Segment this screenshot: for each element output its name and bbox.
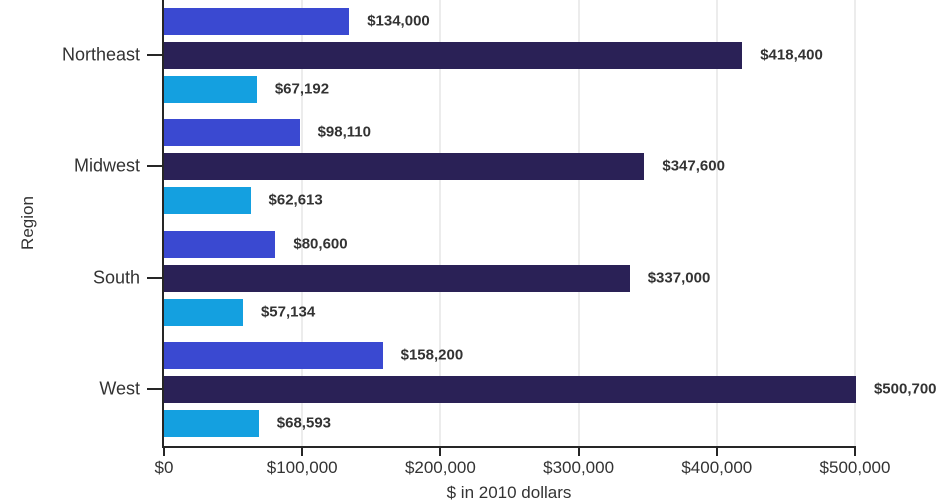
- y-tick-label-region: West: [99, 378, 140, 399]
- x-axis-line: [162, 446, 856, 448]
- x-axis-tick: [439, 448, 442, 456]
- bar-value-label: $67,192: [274, 80, 330, 98]
- bar-navy-series-south: [164, 264, 630, 292]
- bar-cyan-series-midwest: [164, 186, 251, 214]
- bar-value-label: $57,134: [260, 303, 316, 321]
- x-tick-label: $100,000: [266, 458, 338, 477]
- x-tick-label: $200,000: [404, 458, 476, 477]
- gridline: [439, 0, 442, 446]
- y-axis-tick: [147, 388, 162, 390]
- x-tick-label: $500,000: [819, 458, 891, 477]
- y-axis-line: [162, 0, 164, 448]
- y-axis-tick: [147, 165, 162, 167]
- y-axis-tick: [147, 277, 162, 279]
- bar-cyan-series-south: [164, 298, 243, 326]
- bar-blue-series-west: [164, 341, 383, 369]
- bar-value-label: $500,700: [873, 380, 937, 398]
- bar-value-label: $98,110: [317, 123, 371, 141]
- bar-value-label: $68,593: [276, 414, 332, 432]
- x-tick-label: $300,000: [543, 458, 615, 477]
- gridline: [301, 0, 304, 446]
- y-tick-label-region: Midwest: [73, 155, 140, 176]
- bar-navy-series-northeast: [164, 41, 743, 69]
- x-axis-tick: [715, 448, 718, 456]
- gridline: [577, 0, 580, 446]
- bar-cyan-series-west: [164, 409, 259, 437]
- bar-cyan-series-northeast: [164, 75, 257, 103]
- x-tick-label: $0: [154, 458, 174, 477]
- y-tick-label-region: Northeast: [61, 44, 140, 65]
- y-tick-label-region: South: [92, 267, 140, 288]
- bar-value-label: $80,600: [293, 235, 348, 253]
- x-axis-tick: [854, 448, 856, 456]
- y-axis-title: Region: [18, 196, 37, 250]
- x-axis-title: $ in 2010 dollars: [446, 483, 572, 502]
- y-axis-tick: [147, 54, 162, 56]
- bar-value-label: $158,200: [400, 346, 464, 364]
- gridline: [715, 0, 718, 446]
- bar-blue-series-northeast: [164, 7, 350, 35]
- bar-value-label: $418,400: [760, 46, 823, 64]
- bar-value-label: $62,613: [268, 191, 323, 209]
- x-tick-label: $400,000: [681, 458, 753, 477]
- bar-value-label: $347,600: [662, 157, 725, 175]
- x-axis-tick: [301, 448, 304, 456]
- bar-blue-series-midwest: [164, 118, 300, 146]
- x-axis-tick: [577, 448, 580, 456]
- bar-navy-series-west: [164, 375, 856, 403]
- gridline: [854, 0, 856, 446]
- bar-blue-series-south: [164, 230, 276, 258]
- bar-value-label: $134,000: [367, 12, 430, 30]
- x-axis-tick: [163, 448, 165, 456]
- bar-value-label: $337,000: [647, 269, 711, 287]
- bar-navy-series-midwest: [164, 152, 645, 180]
